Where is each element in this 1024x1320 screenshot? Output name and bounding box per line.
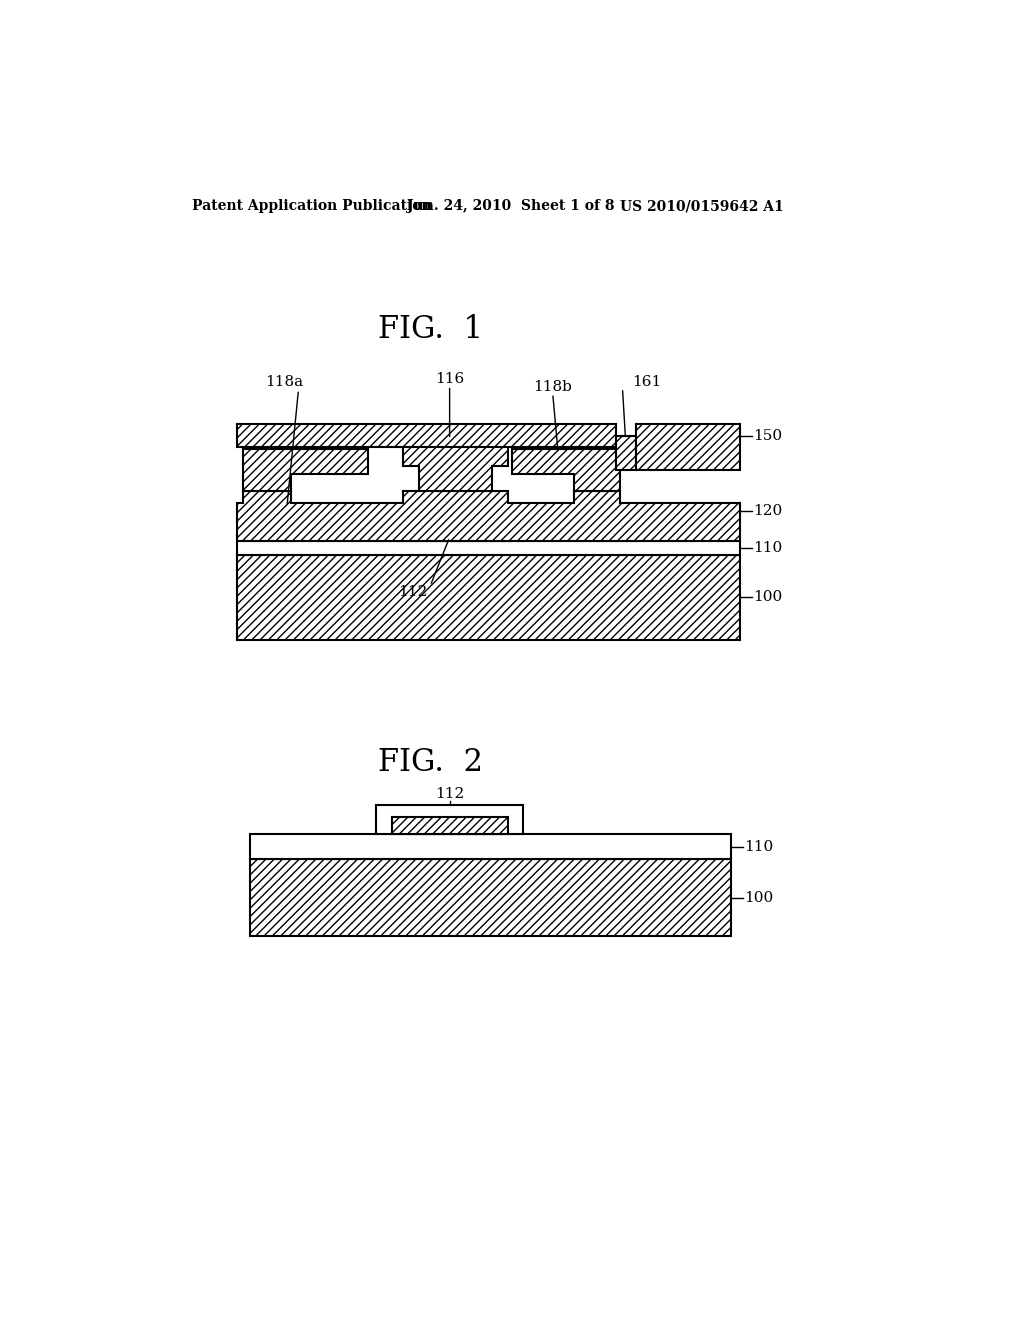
Polygon shape [395,525,508,541]
Text: US 2010/0159642 A1: US 2010/0159642 A1 [621,199,784,213]
Text: 116: 116 [435,372,464,387]
Polygon shape [403,436,508,491]
Text: FIG.  1: FIG. 1 [378,314,482,345]
Text: 118a: 118a [265,375,303,388]
Polygon shape [616,436,636,470]
Text: 100: 100 [754,590,782,605]
Text: 112: 112 [398,585,428,599]
Text: 118b: 118b [534,380,572,395]
Text: 110: 110 [754,541,782,554]
Text: 161: 161 [632,375,662,388]
Polygon shape [251,859,731,936]
Text: 110: 110 [744,840,773,854]
Polygon shape [243,449,369,491]
Polygon shape [237,541,740,554]
Text: Patent Application Publication: Patent Application Publication [193,199,432,213]
Text: 120: 120 [754,504,782,517]
Text: FIG.  2: FIG. 2 [378,747,482,779]
Polygon shape [636,424,740,470]
Polygon shape [237,554,740,640]
Polygon shape [391,817,508,834]
Polygon shape [237,491,740,541]
Polygon shape [376,805,523,834]
Text: Jun. 24, 2010  Sheet 1 of 8: Jun. 24, 2010 Sheet 1 of 8 [407,199,614,213]
Text: 100: 100 [744,891,773,904]
Text: 150: 150 [754,429,782,442]
Text: 112: 112 [435,788,464,801]
Polygon shape [512,449,621,491]
Polygon shape [251,834,731,859]
Polygon shape [237,424,616,447]
